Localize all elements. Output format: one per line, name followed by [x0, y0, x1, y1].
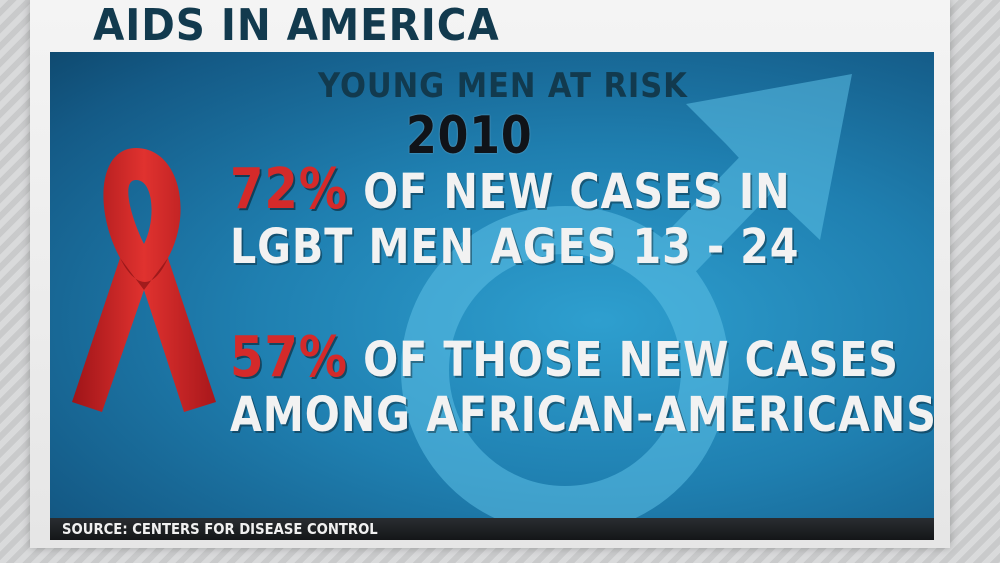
stat-text: AMONG AFRICAN-AMERICANS: [230, 387, 934, 443]
stat-percent: 72%: [230, 157, 348, 222]
info-panel: YOUNG MEN AT RISK 2010 72% OF NEW CASES …: [50, 52, 934, 540]
stat-new-cases: 72% OF NEW CASES IN LGBT MEN AGES 13 - 2…: [230, 162, 799, 275]
subtitle: YOUNG MEN AT RISK: [318, 66, 688, 106]
awareness-ribbon-icon: [72, 148, 216, 412]
year-label: 2010: [406, 106, 533, 166]
source-bar: SOURCE: CENTERS FOR DISEASE CONTROL: [50, 518, 934, 540]
stat-percent: 57%: [230, 325, 348, 390]
stat-african-american-cases: 57% OF THOSE NEW CASES AMONG AFRICAN-AME…: [230, 330, 934, 443]
stat-line: 72% OF NEW CASES IN: [230, 162, 799, 220]
stat-text: LGBT MEN AGES 13 - 24: [230, 219, 800, 275]
header-title: AIDS IN AMERICA: [93, 0, 500, 51]
male-symbol-icon: [401, 74, 852, 534]
stat-text: OF THOSE NEW CASES: [347, 332, 899, 388]
source-text: SOURCE: CENTERS FOR DISEASE CONTROL: [62, 520, 378, 538]
stat-text: OF NEW CASES IN: [347, 164, 791, 220]
stat-line: 57% OF THOSE NEW CASES: [230, 330, 934, 388]
